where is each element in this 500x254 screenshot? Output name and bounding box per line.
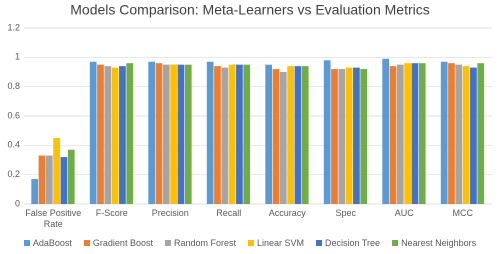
legend-swatch bbox=[248, 240, 254, 246]
legend-item: Decision Tree bbox=[316, 238, 380, 248]
bar bbox=[221, 67, 229, 204]
bar bbox=[294, 66, 302, 204]
bar bbox=[323, 60, 331, 205]
bar bbox=[206, 61, 214, 204]
legend-swatch bbox=[392, 240, 399, 246]
legend-item: AdaBoost bbox=[23, 238, 72, 248]
bar bbox=[177, 64, 185, 205]
bar bbox=[170, 64, 177, 205]
y-tick-label: 0.8 bbox=[7, 81, 20, 91]
bar bbox=[272, 69, 280, 204]
bar bbox=[440, 61, 448, 204]
bar bbox=[126, 63, 134, 205]
legend-label: AdaBoost bbox=[32, 238, 72, 248]
bar bbox=[265, 64, 273, 205]
bar bbox=[455, 64, 463, 205]
chart-title: Models Comparison: Meta-Learners vs Eval… bbox=[70, 2, 429, 18]
legend-label: Linear SVM bbox=[257, 238, 305, 248]
x-tick-label: Precision bbox=[151, 208, 189, 218]
bar bbox=[53, 138, 60, 204]
bar bbox=[184, 64, 192, 205]
bar bbox=[331, 69, 338, 204]
bar bbox=[89, 61, 97, 204]
legend: AdaBoost Gradient Boost Random Forest Linea… bbox=[0, 238, 500, 248]
legend-swatch bbox=[83, 240, 90, 246]
bar bbox=[396, 64, 404, 205]
y-tick-label: 0.2 bbox=[7, 169, 20, 179]
x-tick-label: Accuracy bbox=[268, 208, 306, 218]
bar bbox=[67, 149, 75, 204]
bar bbox=[111, 67, 119, 204]
bar bbox=[60, 157, 68, 204]
bar bbox=[389, 66, 397, 204]
legend-label: Decision Tree bbox=[325, 238, 381, 248]
legend-swatch bbox=[164, 240, 171, 246]
x-tick-label: False Positive Rate bbox=[25, 208, 82, 229]
legend-item: Nearest Neighbors bbox=[392, 238, 476, 248]
legend-label: Gradient Boost bbox=[92, 238, 153, 248]
bar bbox=[477, 63, 485, 205]
x-tick-label: AUC bbox=[394, 208, 414, 218]
legend-item: Gradient Boost bbox=[83, 238, 153, 248]
bar bbox=[418, 63, 426, 205]
bar bbox=[404, 63, 411, 205]
bar bbox=[97, 64, 104, 205]
y-tick-label: 1.2 bbox=[7, 22, 20, 32]
bar bbox=[38, 155, 46, 204]
bar bbox=[279, 72, 287, 204]
bar bbox=[45, 155, 53, 204]
bar bbox=[162, 64, 170, 205]
bar bbox=[338, 69, 346, 204]
bar bbox=[448, 63, 455, 205]
y-tick-label: 0 bbox=[15, 198, 20, 208]
bar bbox=[148, 61, 156, 204]
bar bbox=[360, 69, 368, 204]
x-tick-label: MCC bbox=[452, 208, 474, 218]
bar bbox=[470, 67, 477, 204]
legend-swatch bbox=[23, 240, 30, 246]
bar bbox=[301, 66, 309, 204]
bar bbox=[345, 67, 353, 204]
bar bbox=[214, 66, 221, 204]
legend-item: Linear SVM bbox=[248, 238, 304, 248]
legend-swatch bbox=[316, 240, 323, 246]
legend-item: Random Forest bbox=[164, 238, 236, 248]
bar bbox=[462, 66, 470, 204]
y-tick-label: 0.4 bbox=[7, 140, 20, 150]
bar bbox=[31, 179, 39, 204]
bar bbox=[236, 64, 243, 205]
bar bbox=[287, 66, 294, 204]
legend-label: Random Forest bbox=[173, 238, 236, 248]
bar bbox=[104, 66, 112, 204]
bar bbox=[228, 64, 236, 205]
bar bbox=[382, 58, 390, 204]
x-tick-label: Spec bbox=[335, 208, 356, 218]
legend-label: Nearest Neighbors bbox=[401, 238, 477, 248]
x-tick-label: F-Score bbox=[95, 208, 128, 218]
bar bbox=[411, 63, 419, 205]
x-tick-label: Recall bbox=[216, 208, 242, 218]
y-tick-label: 1 bbox=[15, 52, 20, 62]
bar bbox=[119, 66, 126, 204]
bar bbox=[353, 67, 360, 204]
bar bbox=[243, 64, 251, 205]
bar bbox=[155, 63, 163, 205]
y-tick-label: 0.6 bbox=[7, 110, 20, 120]
